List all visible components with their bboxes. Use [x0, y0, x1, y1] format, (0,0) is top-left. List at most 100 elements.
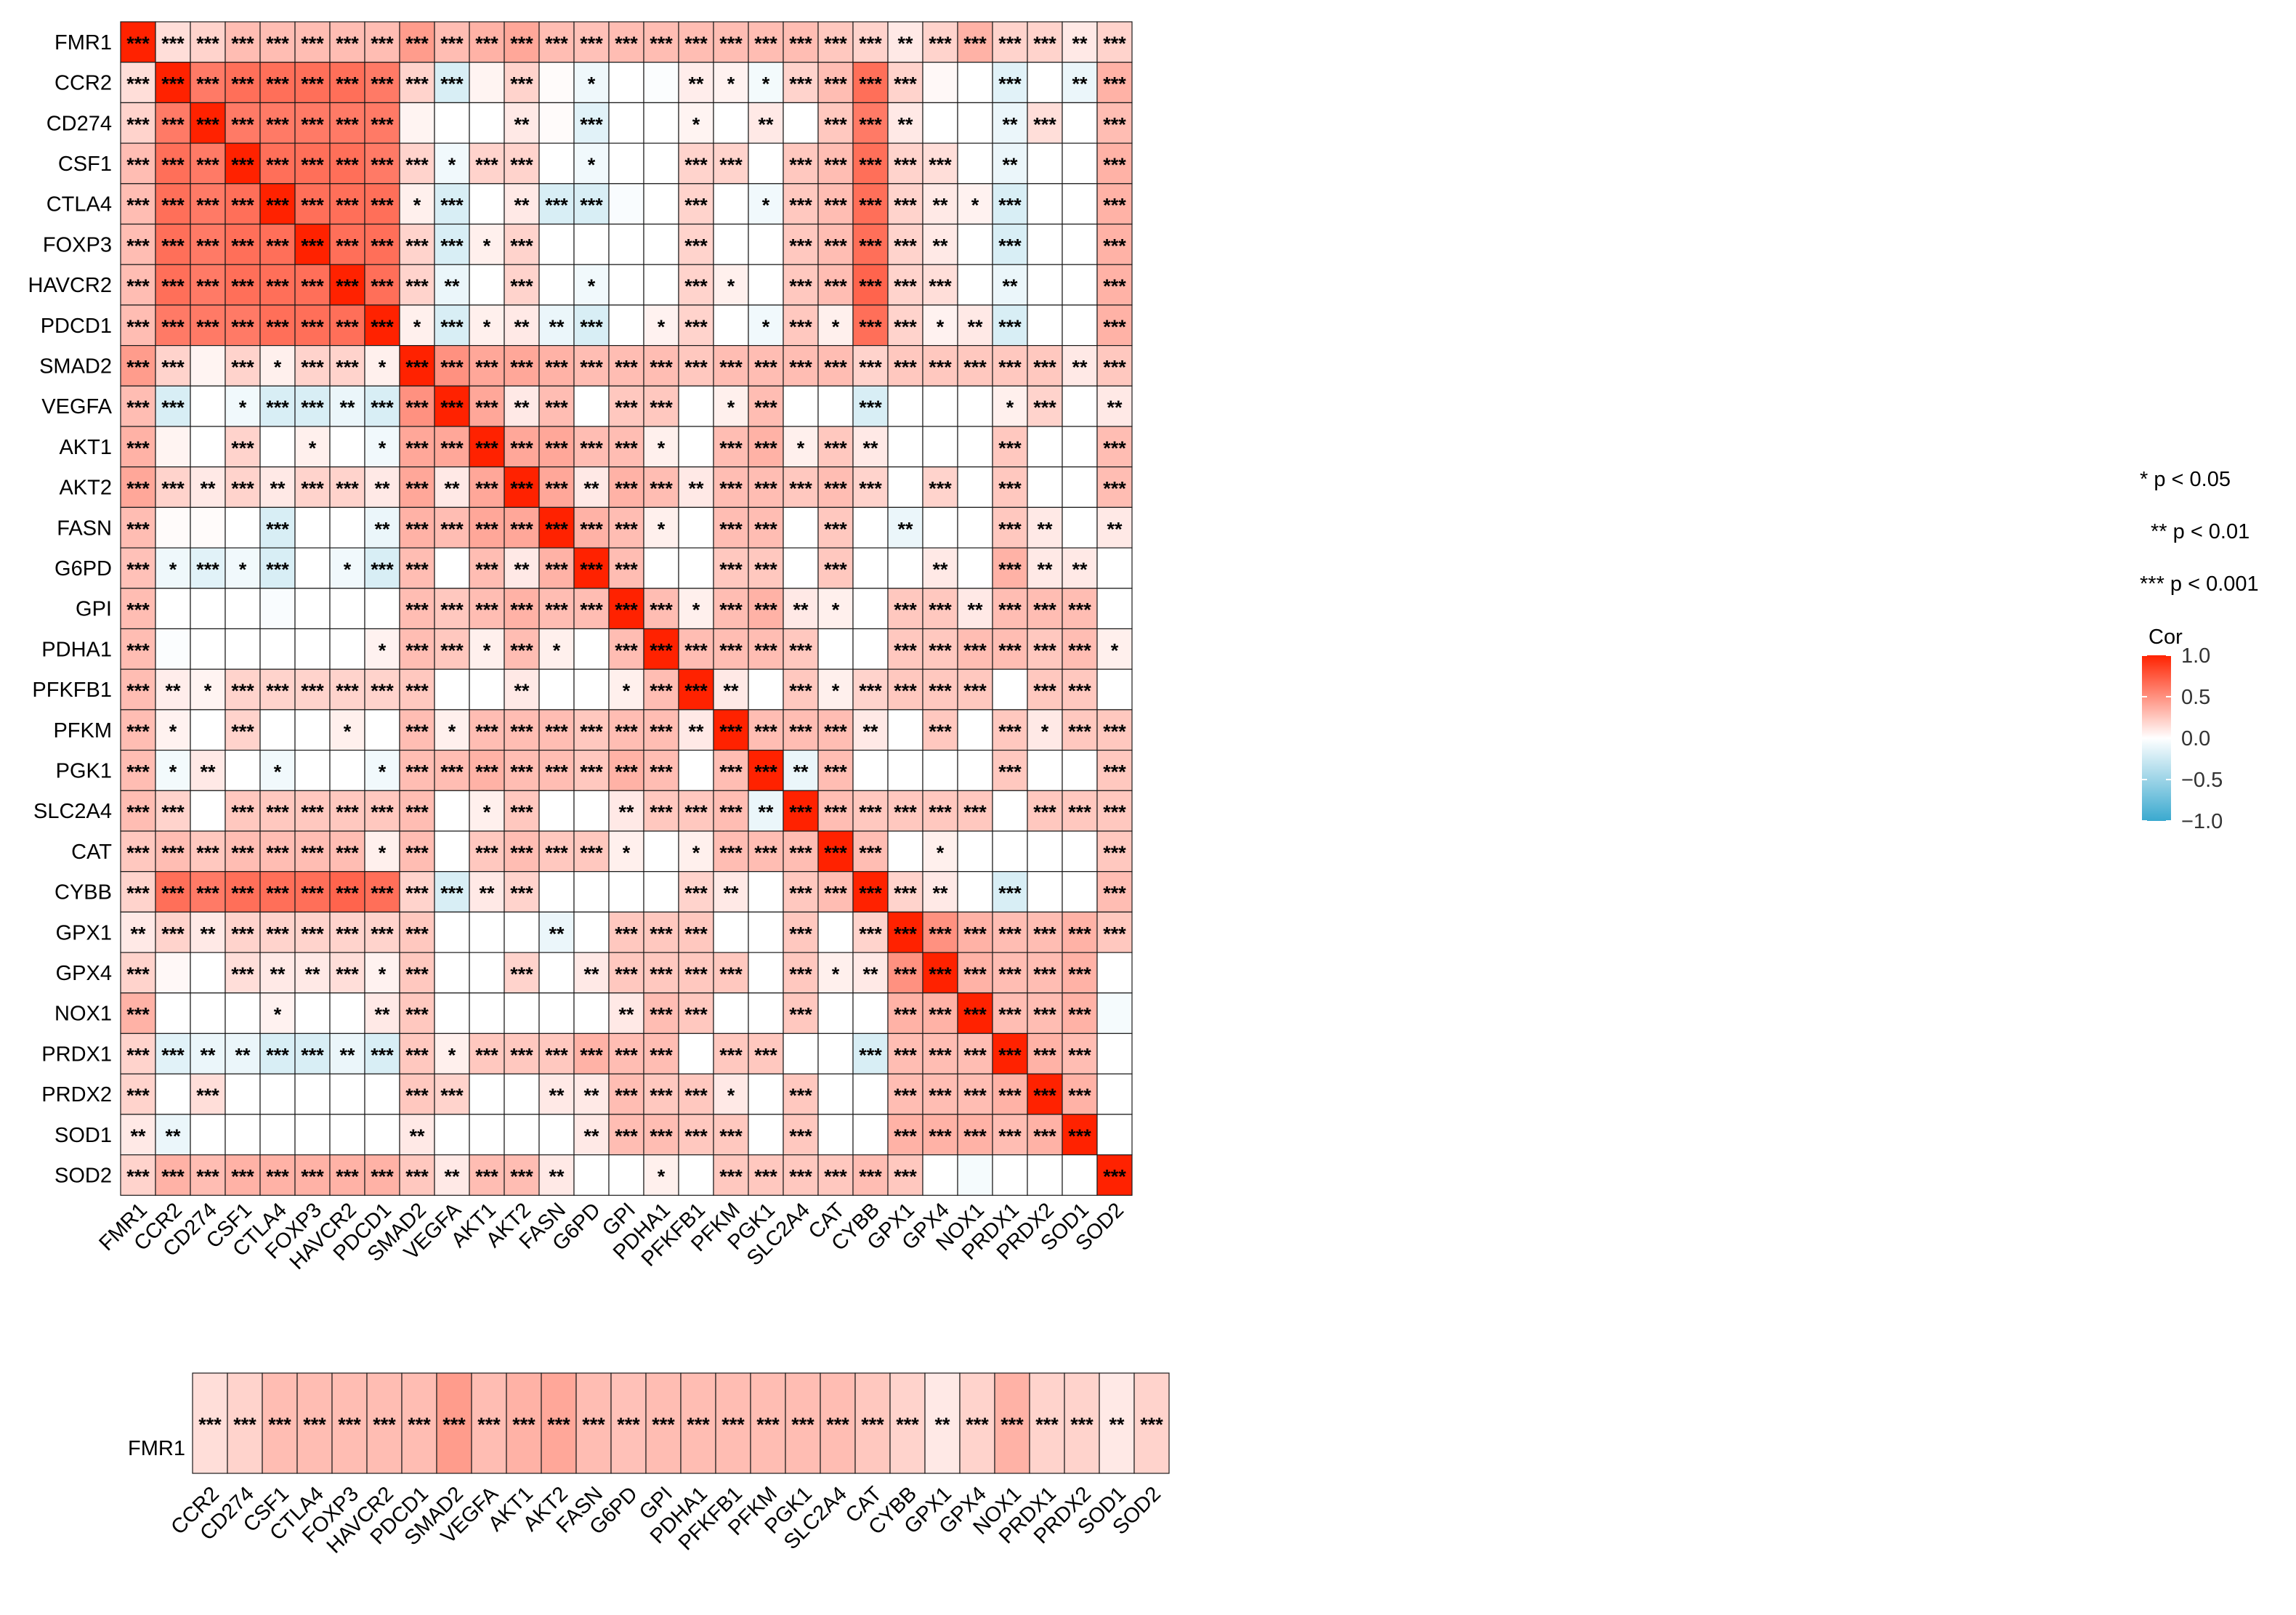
colorbar-tick-label: 0.5 — [2181, 686, 2210, 709]
heatmap-cell — [678, 992, 714, 1035]
significance-label: ** — [967, 316, 983, 338]
heatmap-cell — [1096, 223, 1133, 265]
significance-label: ** — [688, 721, 704, 742]
heatmap-cell — [504, 264, 540, 306]
significance-label: *** — [998, 963, 1022, 985]
row-label: AKT2 — [59, 477, 112, 500]
heatmap-cell — [294, 223, 331, 265]
heatmap-cell — [957, 102, 993, 144]
row-label: SMAD2 — [39, 355, 112, 378]
significance-label: ** — [932, 235, 948, 256]
significance-label: * — [658, 1165, 666, 1187]
significance-label: * — [832, 963, 840, 985]
heatmap-cell — [434, 830, 470, 873]
significance-label: *** — [231, 478, 254, 500]
heatmap-cell — [852, 871, 889, 912]
heatmap-cell — [329, 992, 365, 1035]
significance-label: *** — [1103, 801, 1126, 823]
significance-label: *** — [405, 1004, 429, 1026]
significance-label: *** — [859, 1165, 882, 1187]
significance-label: *** — [196, 73, 219, 95]
heatmap-cell — [852, 628, 889, 670]
significance-label: *** — [440, 883, 464, 904]
strip-significance-label: *** — [582, 1414, 605, 1436]
heatmap-cell — [364, 1073, 400, 1115]
significance-label: *** — [1068, 801, 1091, 823]
significance-label: *** — [336, 478, 359, 500]
significance-label: *** — [126, 73, 150, 95]
heatmap-cell — [1062, 547, 1098, 589]
heatmap-cell — [713, 1032, 749, 1074]
significance-label: *** — [475, 599, 498, 621]
significance-label: *** — [1068, 1004, 1091, 1026]
significance-label: ** — [793, 599, 809, 621]
heatmap-cell — [957, 1032, 993, 1074]
heatmap-cell — [1027, 385, 1063, 427]
significance-label: *** — [231, 883, 254, 904]
heatmap-cell — [852, 992, 889, 1035]
heatmap-cell — [608, 830, 644, 873]
significance-label: *** — [126, 1004, 150, 1026]
heatmap-cell — [364, 62, 400, 103]
significance-label: *** — [963, 1085, 987, 1106]
significance-label: *** — [266, 154, 289, 176]
significance-label: *** — [963, 680, 987, 702]
heatmap-cell — [678, 952, 714, 994]
heatmap-cell — [643, 264, 679, 306]
heatmap-cell — [504, 385, 540, 427]
heatmap-cell — [1027, 749, 1063, 791]
row-label: FOXP3 — [43, 233, 112, 256]
heatmap-cell — [1062, 142, 1098, 185]
heatmap-cell — [329, 749, 365, 791]
heatmap-cell — [504, 21, 540, 63]
significance-label: *** — [963, 33, 987, 54]
significance-label: *** — [684, 1125, 708, 1147]
heatmap-cell — [294, 588, 331, 630]
significance-label: *** — [859, 113, 882, 135]
heatmap-cell — [608, 506, 644, 549]
heatmap-cell — [190, 1154, 226, 1196]
significance-label: *** — [615, 33, 638, 54]
heatmap-cell — [852, 952, 889, 994]
significance-label: * — [832, 680, 840, 702]
significance-label: *** — [161, 275, 185, 297]
significance-label: *** — [336, 680, 359, 702]
heatmap-cell — [817, 1114, 854, 1156]
heatmap-cell — [538, 426, 575, 468]
heatmap-cell — [120, 1032, 156, 1074]
heatmap-cell — [190, 102, 226, 144]
strip-significance-label: *** — [547, 1414, 570, 1436]
strip-cell — [959, 1372, 995, 1474]
significance-label: *** — [719, 761, 743, 782]
significance-label: *** — [405, 1044, 429, 1066]
significance-label: *** — [929, 963, 952, 985]
significance-label: ** — [165, 680, 181, 702]
heatmap-cell — [469, 466, 505, 509]
heatmap-cell — [643, 1032, 679, 1074]
heatmap-cell — [225, 426, 261, 468]
heatmap-cell — [329, 911, 365, 953]
heatmap-cell — [573, 1114, 610, 1156]
significance-label: *** — [580, 33, 603, 54]
row-label: CTLA4 — [47, 193, 112, 216]
significance-label: *** — [929, 680, 952, 702]
heatmap-cell — [608, 547, 644, 589]
significance-label: *** — [615, 721, 638, 742]
significance-label: *** — [719, 1165, 743, 1187]
heatmap-cell — [120, 668, 156, 711]
significance-label: * — [971, 195, 979, 216]
significance-label: ** — [514, 680, 530, 702]
significance-label: ** — [793, 761, 809, 782]
heatmap-cell — [364, 426, 400, 468]
row-label: PDHA1 — [41, 638, 112, 661]
significance-label: *** — [161, 154, 185, 176]
colorbar-tick-label: 1.0 — [2181, 644, 2210, 668]
significance-label: *** — [405, 923, 429, 944]
heatmap-cell — [852, 749, 889, 791]
significance-label: ** — [374, 1004, 390, 1026]
significance-label: *** — [405, 761, 429, 782]
significance-label: *** — [405, 559, 429, 580]
heatmap-cell — [155, 62, 191, 103]
heatmap-cell — [1027, 183, 1063, 225]
significance-label: *** — [126, 356, 150, 378]
